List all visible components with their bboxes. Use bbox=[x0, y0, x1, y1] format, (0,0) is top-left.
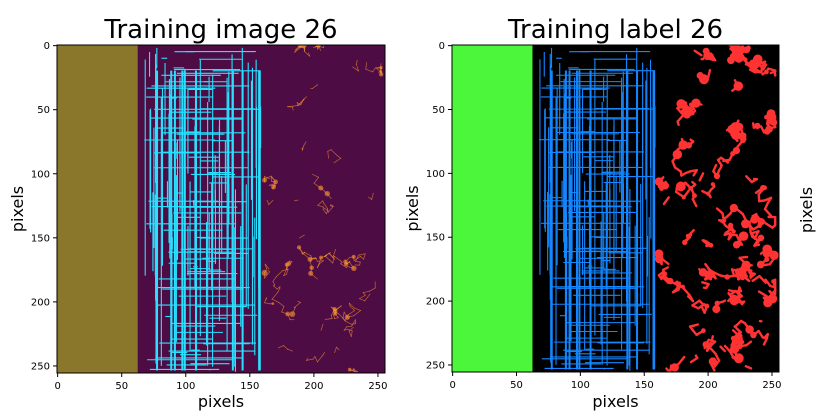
x-tick-label: 100 bbox=[571, 380, 590, 391]
y-tick-label: 50 bbox=[432, 105, 445, 116]
y-tick-label: 0 bbox=[439, 41, 445, 52]
y-axis-label: pixels bbox=[403, 185, 422, 231]
axes-frame bbox=[451, 44, 780, 373]
x-tick-label: 250 bbox=[762, 380, 781, 391]
x-tick-label: 200 bbox=[304, 381, 323, 392]
region-solid-band bbox=[452, 45, 533, 372]
y-tick-label: 100 bbox=[31, 169, 50, 180]
y-tick-label: 100 bbox=[426, 169, 445, 180]
y-axis-label: pixels bbox=[8, 186, 27, 232]
x-tick-label: 0 bbox=[54, 381, 60, 392]
x-tick-label: 0 bbox=[449, 380, 455, 391]
x-tick-label: 50 bbox=[510, 380, 523, 391]
region-grid-lines bbox=[538, 47, 656, 371]
region-texture bbox=[261, 45, 384, 373]
x-axis-label: pixels bbox=[592, 392, 638, 411]
x-tick-label: 100 bbox=[176, 381, 195, 392]
panel-training-label: 0 50 100 150 200 250 0 50 100 150 200 250 Training l… bbox=[403, 15, 782, 411]
region-texture bbox=[654, 45, 779, 372]
y-tick-label: 50 bbox=[37, 105, 50, 116]
x-tick-label: 250 bbox=[368, 381, 387, 392]
image-area bbox=[57, 45, 385, 373]
y-tick-label: 200 bbox=[31, 297, 50, 308]
image-area bbox=[452, 45, 779, 372]
region-solid-band bbox=[57, 45, 138, 373]
x-tick-label: 150 bbox=[240, 381, 259, 392]
region-grid-lines bbox=[144, 47, 262, 372]
panel-training-image: 0 50 100 150 200 250 0 50 100 150 200 250 Training i… bbox=[8, 15, 388, 411]
y-tick-label: 200 bbox=[426, 297, 445, 308]
y-tick-label: 150 bbox=[426, 233, 445, 244]
y-tick-label: 250 bbox=[426, 360, 445, 371]
y-tick-label: 0 bbox=[44, 41, 50, 52]
x-tick-label: 50 bbox=[115, 381, 128, 392]
axes-frame bbox=[56, 44, 386, 374]
y-tick-label: 250 bbox=[31, 361, 50, 372]
chart-title: Training label 26 bbox=[507, 15, 723, 45]
x-tick-label: 150 bbox=[635, 380, 654, 391]
y-tick-label: 150 bbox=[31, 233, 50, 244]
extra-y-axis-label: pixels bbox=[797, 187, 816, 233]
x-tick-label: 200 bbox=[699, 380, 718, 391]
x-axis-label: pixels bbox=[198, 392, 244, 411]
chart-title: Training image 26 bbox=[103, 15, 337, 45]
